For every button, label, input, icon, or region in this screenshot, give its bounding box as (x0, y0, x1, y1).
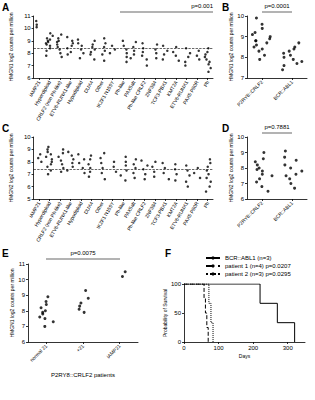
svg-text:7: 7 (27, 171, 31, 177)
svg-text:KMT2A: KMT2A (165, 79, 179, 97)
svg-text:9: 9 (22, 292, 26, 298)
svg-text:IKZF1 N159Y: IKZF1 N159Y (95, 79, 116, 109)
svg-text:+21: +21 (75, 343, 85, 353)
svg-text:10: 10 (24, 25, 31, 31)
svg-text:BCR::ABL1 (n=3): BCR::ABL1 (n=3) (225, 255, 272, 261)
svg-text:Ph: Ph (202, 79, 210, 87)
svg-text:10: 10 (237, 134, 244, 140)
svg-text:ETV6-RUNX1-like: ETV6-RUNX1-like (47, 200, 74, 239)
svg-text:5: 5 (27, 196, 31, 202)
svg-text:E: E (2, 248, 9, 259)
svg-text:10: 10 (24, 134, 31, 140)
svg-text:Hyperdiploid: Hyperdiploid (32, 79, 52, 107)
svg-text:ETV6-RUNX1-like: ETV6-RUNX1-like (47, 79, 74, 118)
svg-text:C: C (2, 123, 9, 134)
svg-text:9: 9 (241, 34, 245, 40)
svg-text:8: 8 (22, 308, 26, 314)
svg-text:7: 7 (241, 75, 245, 81)
svg-text:7: 7 (27, 63, 31, 69)
svg-text:8: 8 (241, 165, 245, 171)
svg-text:9: 9 (27, 38, 31, 44)
svg-text:9: 9 (27, 146, 31, 152)
svg-text:iAMP21: iAMP21 (27, 200, 42, 219)
svg-text:HMGN1 log2 counts per million: HMGN1 log2 counts per million (8, 12, 14, 81)
svg-text:PAX5 P80R: PAX5 P80R (181, 79, 200, 105)
svg-text:KMT2A: KMT2A (165, 200, 179, 218)
svg-text:6: 6 (22, 339, 26, 345)
svg-text:300: 300 (283, 345, 294, 351)
svg-text:ETV6-RUNX1: ETV6-RUNX1 (168, 200, 190, 231)
svg-text:BCR::ABL1: BCR::ABL1 (272, 200, 294, 222)
svg-text:8: 8 (27, 50, 31, 56)
svg-text:Hypodiploid: Hypodiploid (65, 79, 83, 105)
svg-text:8: 8 (27, 159, 31, 165)
svg-text:7: 7 (22, 323, 26, 329)
svg-text:p=0.0075: p=0.0075 (70, 250, 96, 256)
svg-text:Days: Days (239, 353, 251, 359)
svg-text:Ph-like: Ph-like (113, 79, 126, 96)
svg-text:P2RY8::CRLF2: P2RY8::CRLF2 (236, 79, 265, 108)
svg-text:P2RY8::CRLF2 patients: P2RY8::CRLF2 patients (51, 372, 115, 378)
svg-text:B: B (222, 2, 229, 13)
svg-text:8: 8 (241, 54, 245, 60)
svg-text:CRLF2 (non Ph-like): CRLF2 (non Ph-like) (34, 200, 63, 243)
svg-text:Other: Other (93, 200, 105, 215)
svg-text:patient 2 (n=3) p=0.0295: patient 2 (n=3) p=0.0295 (225, 271, 291, 277)
svg-text:6: 6 (27, 75, 31, 81)
svg-text:Ph-like CRLF2: Ph-like CRLF2 (125, 79, 147, 111)
svg-text:ETV6-RUNX1: ETV6-RUNX1 (168, 79, 190, 110)
svg-text:P2RY8::CRLF2: P2RY8::CRLF2 (236, 200, 265, 229)
svg-text:50: 50 (174, 310, 181, 316)
svg-text:100: 100 (171, 281, 182, 287)
svg-text:6: 6 (27, 184, 31, 190)
svg-text:200: 200 (248, 345, 259, 351)
svg-text:11: 11 (19, 261, 26, 267)
svg-text:BCR::ABL1: BCR::ABL1 (272, 79, 294, 101)
svg-text:ZNF384: ZNF384 (143, 200, 158, 220)
svg-text:DUX4: DUX4 (82, 79, 94, 94)
svg-text:iAMP21: iAMP21 (105, 343, 122, 360)
svg-text:100: 100 (214, 345, 225, 351)
svg-text:0: 0 (178, 339, 182, 345)
svg-text:p=0.001: p=0.001 (191, 3, 214, 9)
svg-text:IKZF1 N159Y: IKZF1 N159Y (95, 200, 116, 230)
svg-text:7: 7 (241, 181, 245, 187)
svg-text:9: 9 (241, 150, 245, 156)
svg-text:HMGN2 log2 counts per million: HMGN2 log2 counts per million (228, 133, 234, 202)
svg-text:CRLF2 (non Ph-like): CRLF2 (non Ph-like) (34, 79, 63, 122)
svg-text:TCF3-PBX1: TCF3-PBX1 (149, 79, 169, 106)
svg-text:0: 0 (182, 345, 186, 351)
svg-text:Probability of Survival: Probability of Survival (162, 289, 168, 337)
svg-text:HMGN2 log2 counts per million: HMGN2 log2 counts per million (8, 133, 14, 202)
svg-text:Hypodiploid: Hypodiploid (65, 200, 83, 226)
svg-text:p=0.0001: p=0.0001 (264, 3, 290, 9)
svg-text:DUX4: DUX4 (82, 200, 94, 215)
svg-text:11: 11 (24, 13, 31, 19)
svg-text:6: 6 (241, 196, 245, 202)
svg-text:Ph: Ph (202, 200, 210, 208)
svg-text:PAX5alt: PAX5alt (122, 200, 137, 219)
svg-text:PAX5alt: PAX5alt (122, 79, 137, 98)
svg-text:iAMP21: iAMP21 (27, 79, 42, 98)
svg-text:10: 10 (18, 277, 25, 283)
svg-text:normal 21: normal 21 (29, 343, 49, 363)
svg-text:Hyperdiploid: Hyperdiploid (32, 200, 52, 228)
svg-text:TCF3-PBX1: TCF3-PBX1 (149, 200, 169, 227)
svg-text:HMGN1 log2 counts per million: HMGN1 log2 counts per million (228, 12, 234, 81)
svg-text:10: 10 (237, 13, 244, 19)
svg-text:HMGN1 log2 counts per million: HMGN1 log2 counts per million (9, 268, 15, 337)
svg-text:p=0.7881: p=0.7881 (264, 124, 290, 130)
svg-text:F: F (165, 248, 171, 259)
svg-text:Ph-like CRLF2: Ph-like CRLF2 (125, 200, 147, 232)
svg-text:Other: Other (93, 79, 105, 94)
svg-text:PAX5 P80R: PAX5 P80R (181, 200, 200, 226)
svg-text:Ph-like: Ph-like (113, 200, 126, 217)
svg-text:D: D (222, 123, 229, 134)
svg-text:A: A (2, 2, 9, 13)
svg-text:ZNF384: ZNF384 (143, 79, 158, 99)
svg-text:patient 1 (n=4) p=0.0207: patient 1 (n=4) p=0.0207 (225, 263, 291, 269)
